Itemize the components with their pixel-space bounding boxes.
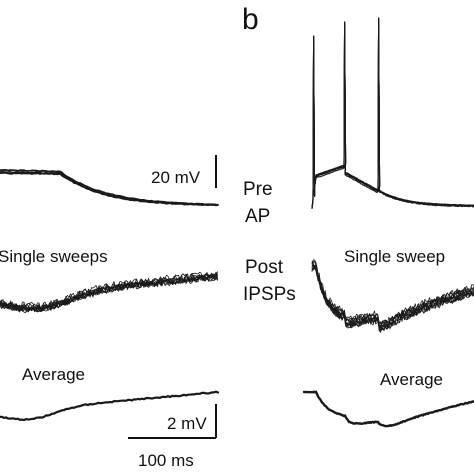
pre-ap-trace: [312, 18, 474, 208]
panel-letter-b: b: [242, 3, 259, 36]
post-label: Post: [245, 257, 284, 278]
left-single-sweeps-label: Single sweeps: [0, 247, 108, 266]
pre-label: Pre: [243, 179, 273, 200]
left-single-sweeps-traces: [0, 272, 218, 313]
scale-label-20mv: 20 mV: [151, 168, 201, 187]
pre-ap-trace: [312, 18, 474, 208]
pre-ap-trace: [312, 18, 474, 208]
ap-label: AP: [245, 206, 270, 227]
scale-label-100ms: 100 ms: [138, 451, 194, 470]
pre-ap-traces: [312, 18, 474, 208]
right-panel: b Pre AP Post IPSPs Single sweep Average: [242, 3, 474, 426]
pre-ap-trace: [312, 18, 474, 208]
pre-ap-trace: [312, 18, 474, 208]
scale-label-2mv: 2 mV: [167, 414, 207, 433]
ipsps-label: IPSPs: [243, 284, 296, 305]
right-average-label: Average: [380, 370, 443, 389]
post-ipsp-average-trace: [304, 392, 474, 426]
right-single-sweep-label: Single sweep: [344, 247, 445, 266]
left-average-label: Average: [22, 365, 85, 384]
post-ipsp-single-traces: [312, 260, 474, 333]
left-panel: 20 mV Single sweeps Average 2 mV 100 ms: [0, 155, 218, 470]
pre-ap-trace: [312, 18, 474, 208]
post-ipsp-single-trace: [312, 266, 474, 330]
